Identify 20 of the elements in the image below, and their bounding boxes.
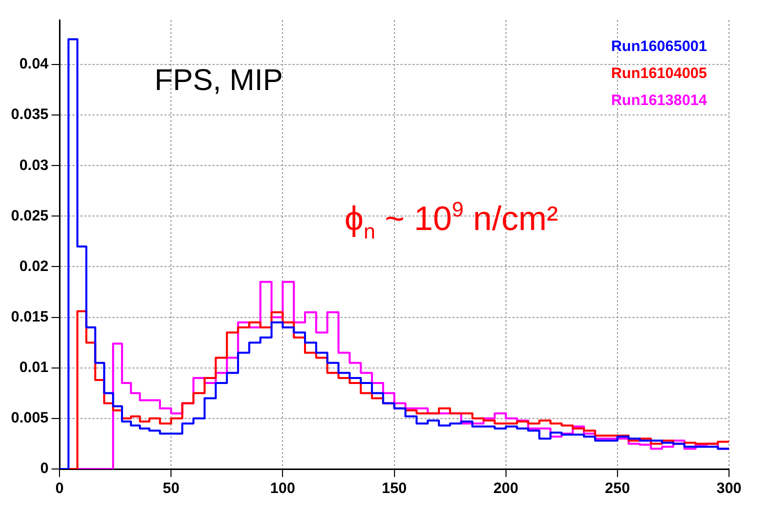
y-tick-label: 0.01 [19, 359, 49, 376]
text: Run16065001 [611, 38, 707, 56]
x-tick-label: 250 [604, 480, 630, 498]
y-tick-label: 0.025 [10, 207, 49, 224]
annotation: FPS, MIP [154, 64, 283, 97]
y-tick-label: 0.02 [19, 258, 49, 275]
y-tick-label: 0.03 [19, 156, 49, 174]
x-tick-label: 50 [162, 480, 180, 498]
x-tick-label: 100 [270, 480, 296, 498]
x-tick-label: 0 [55, 480, 64, 498]
x-tick-label: 200 [493, 480, 518, 498]
text: Run16138014 [611, 92, 708, 110]
y-tick-label: 0.04 [19, 56, 50, 73]
y-tick-label: 0.035 [10, 106, 49, 124]
text: Run16104005 [611, 65, 707, 82]
x-tick-label: 150 [382, 480, 407, 498]
y-tick-label: 0 [40, 460, 49, 478]
y-tick-label: 0.005 [10, 410, 49, 427]
x-tick-label: 300 [716, 480, 742, 498]
y-tick-label: 0.015 [10, 308, 49, 326]
